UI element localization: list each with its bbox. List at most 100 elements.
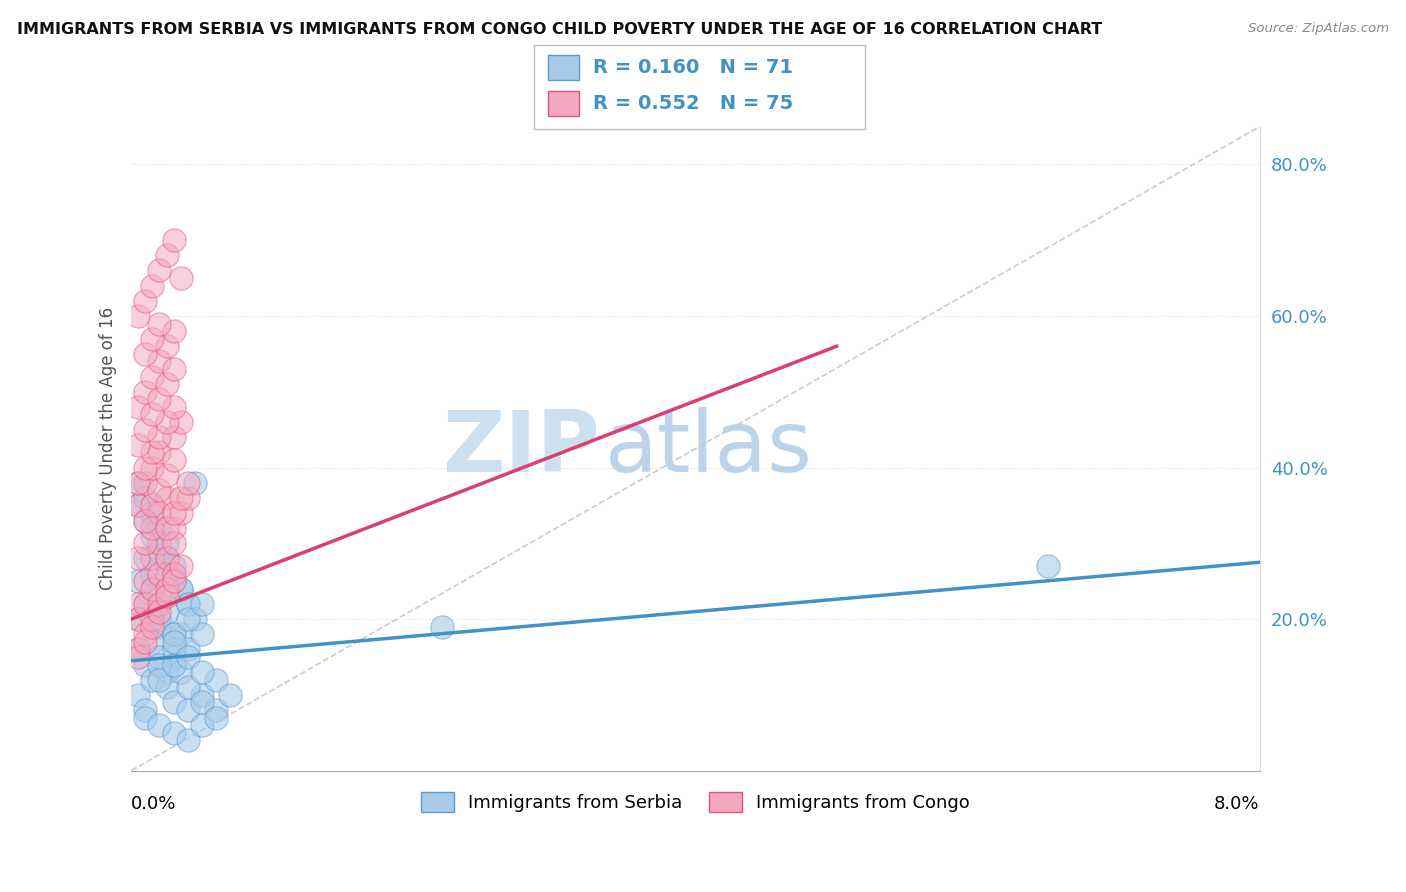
Point [148, 430, 170, 444]
Point [141, 521, 163, 535]
Point [155, 566, 177, 581]
Point [141, 332, 163, 346]
Point [134, 627, 156, 641]
Point [134, 703, 156, 717]
Point [127, 597, 149, 611]
Point [191, 696, 214, 710]
Point [176, 681, 198, 695]
Point [141, 620, 163, 634]
Point [148, 263, 170, 277]
Point [169, 506, 191, 520]
Point [176, 491, 198, 505]
Point [134, 491, 156, 505]
Point [1036, 559, 1059, 574]
Point [127, 688, 149, 702]
Point [191, 627, 214, 641]
Point [155, 681, 177, 695]
Point [141, 460, 163, 475]
Point [169, 582, 191, 596]
Point [162, 696, 184, 710]
Point [148, 483, 170, 498]
Point [155, 605, 177, 619]
Point [176, 642, 198, 657]
Point [134, 536, 156, 550]
Point [176, 597, 198, 611]
Point [134, 551, 156, 566]
Point [162, 430, 184, 444]
Point [134, 514, 156, 528]
Point [141, 551, 163, 566]
Point [155, 248, 177, 262]
Text: 0.0%: 0.0% [131, 796, 177, 814]
Point [148, 657, 170, 672]
Text: Source: ZipAtlas.com: Source: ZipAtlas.com [1249, 22, 1389, 36]
Text: R = 0.160   N = 71: R = 0.160 N = 71 [593, 58, 793, 78]
Point [141, 408, 163, 422]
Point [155, 551, 177, 566]
Point [134, 514, 156, 528]
Point [141, 673, 163, 687]
Text: IMMIGRANTS FROM SERBIA VS IMMIGRANTS FROM CONGO CHILD POVERTY UNDER THE AGE OF 1: IMMIGRANTS FROM SERBIA VS IMMIGRANTS FRO… [17, 22, 1102, 37]
Point [155, 665, 177, 680]
Point [162, 233, 184, 247]
Point [176, 475, 198, 490]
Point [176, 612, 198, 626]
Point [162, 324, 184, 338]
Point [148, 620, 170, 634]
Point [134, 597, 156, 611]
Point [134, 475, 156, 490]
Point [176, 703, 198, 717]
Point [162, 627, 184, 641]
Point [127, 612, 149, 626]
Point [162, 566, 184, 581]
Point [155, 521, 177, 535]
Point [191, 597, 214, 611]
Point [155, 590, 177, 604]
Point [127, 499, 149, 513]
Point [148, 718, 170, 732]
Point [162, 650, 184, 665]
Point [176, 650, 198, 665]
Point [155, 415, 177, 429]
Point [148, 612, 170, 626]
Point [205, 711, 228, 725]
Point [127, 499, 149, 513]
Point [127, 400, 149, 414]
Point [169, 415, 191, 429]
Point [169, 491, 191, 505]
Point [162, 574, 184, 589]
Point [162, 521, 184, 535]
Point [155, 551, 177, 566]
Point [134, 384, 156, 399]
Point [134, 635, 156, 649]
Point [162, 657, 184, 672]
Point [162, 574, 184, 589]
Y-axis label: Child Poverty Under the Age of 16: Child Poverty Under the Age of 16 [100, 307, 117, 591]
Point [155, 377, 177, 392]
Point [183, 475, 205, 490]
Point [162, 726, 184, 740]
Point [134, 347, 156, 361]
Point [430, 620, 453, 634]
Point [205, 673, 228, 687]
Point [127, 438, 149, 452]
Point [191, 718, 214, 732]
Point [148, 521, 170, 535]
Point [127, 574, 149, 589]
Point [134, 460, 156, 475]
Point [148, 354, 170, 368]
Point [127, 475, 149, 490]
Point [155, 491, 177, 505]
Point [169, 559, 191, 574]
Point [141, 635, 163, 649]
Point [134, 657, 156, 672]
Point [127, 642, 149, 657]
Point [134, 293, 156, 308]
Text: R = 0.552   N = 75: R = 0.552 N = 75 [593, 94, 793, 113]
Point [134, 423, 156, 437]
Point [127, 650, 149, 665]
Point [148, 566, 170, 581]
Point [148, 590, 170, 604]
Point [155, 559, 177, 574]
Point [162, 635, 184, 649]
